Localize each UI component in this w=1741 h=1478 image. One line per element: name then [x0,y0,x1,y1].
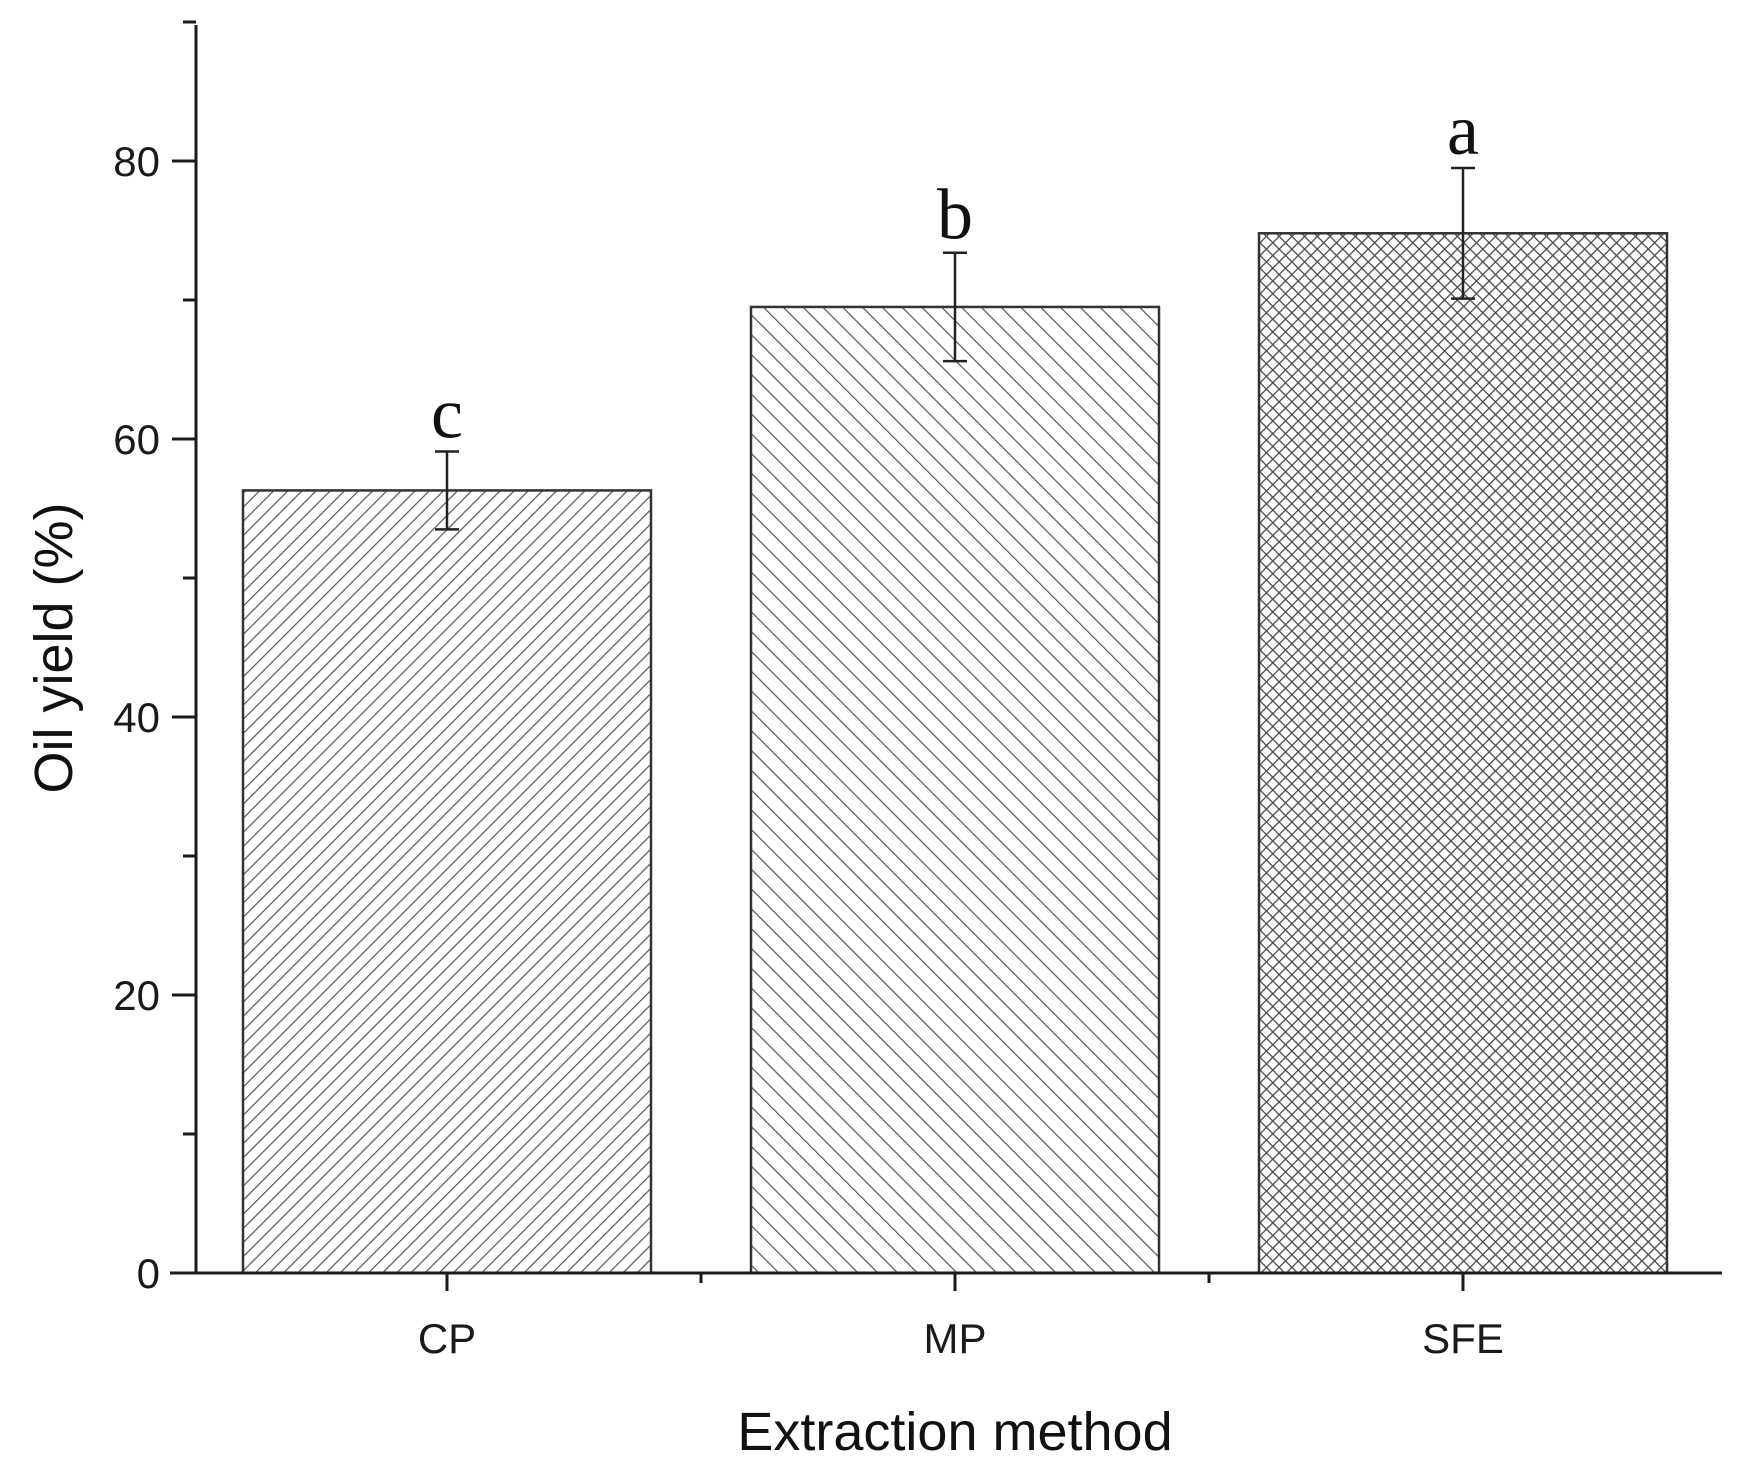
bar-sfe [1257,232,1669,1275]
y-tick-label: 0 [137,1250,160,1297]
significance-letters: c b a [431,90,1479,454]
bar-mp [749,305,1161,1275]
significance-letter-mp: b [937,175,973,255]
error-bars [435,166,1475,531]
y-axis-title: Oil yield (%) [24,502,84,793]
significance-letter-cp: c [431,374,463,454]
y-axis-ticks: 0 20 40 60 80 [113,20,196,1297]
x-tick-label-mp: MP [924,1315,987,1362]
y-tick-label: 80 [113,138,160,185]
x-axis-title: Extraction method [737,1402,1172,1462]
x-tick-label-sfe: SFE [1422,1315,1504,1362]
bar-cp [241,489,653,1275]
y-tick-label: 40 [113,694,160,741]
x-tick-label-cp: CP [418,1315,476,1362]
significance-letter-sfe: a [1447,90,1479,170]
y-tick-label: 20 [113,972,160,1019]
x-axis-ticks: CP MP SFE [418,1273,1504,1362]
y-tick-label: 60 [113,416,160,463]
